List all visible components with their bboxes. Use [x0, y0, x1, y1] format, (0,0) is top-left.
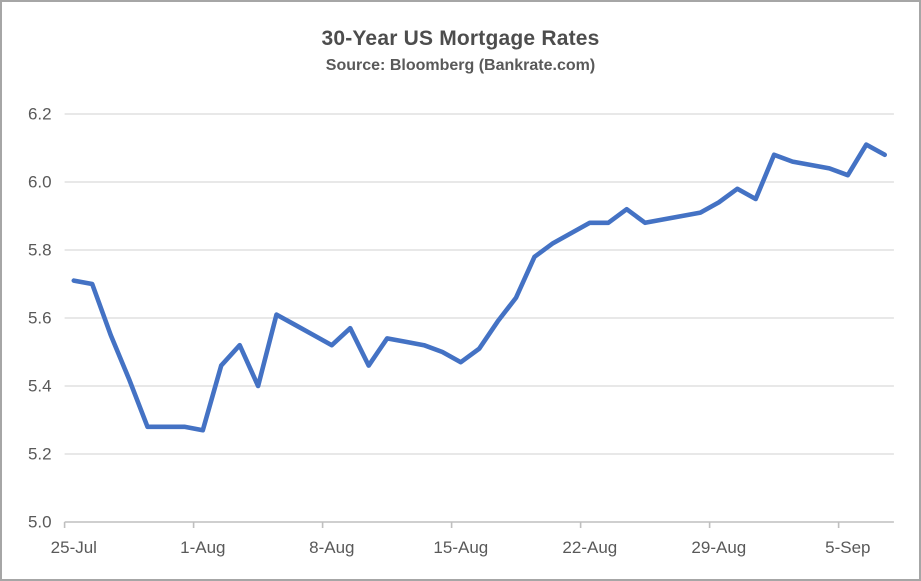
y-axis-tick-label: 6.2 — [28, 105, 52, 124]
x-axis-tick-label: 22-Aug — [562, 538, 617, 557]
mortgage-rate-line — [71, 142, 888, 433]
y-axis-tick-label: 5.6 — [28, 309, 52, 328]
x-axis-tick-label: 15-Aug — [433, 538, 488, 557]
x-axis-tick-label: 5-Sep — [825, 538, 870, 557]
x-axis-tick-label: 8-Aug — [309, 538, 354, 557]
y-axis-tick-label: 5.0 — [28, 513, 52, 532]
y-axis-tick-label: 5.8 — [28, 241, 52, 260]
x-axis-tick-label: 29-Aug — [691, 538, 746, 557]
y-axis-tick-label: 6.0 — [28, 173, 52, 192]
x-axis-tick-label: 1-Aug — [180, 538, 225, 557]
y-axis-tick-label: 5.4 — [28, 377, 52, 396]
x-axis-tick-label: 25-Jul — [51, 538, 97, 557]
y-axis-tick-label: 5.2 — [28, 445, 52, 464]
